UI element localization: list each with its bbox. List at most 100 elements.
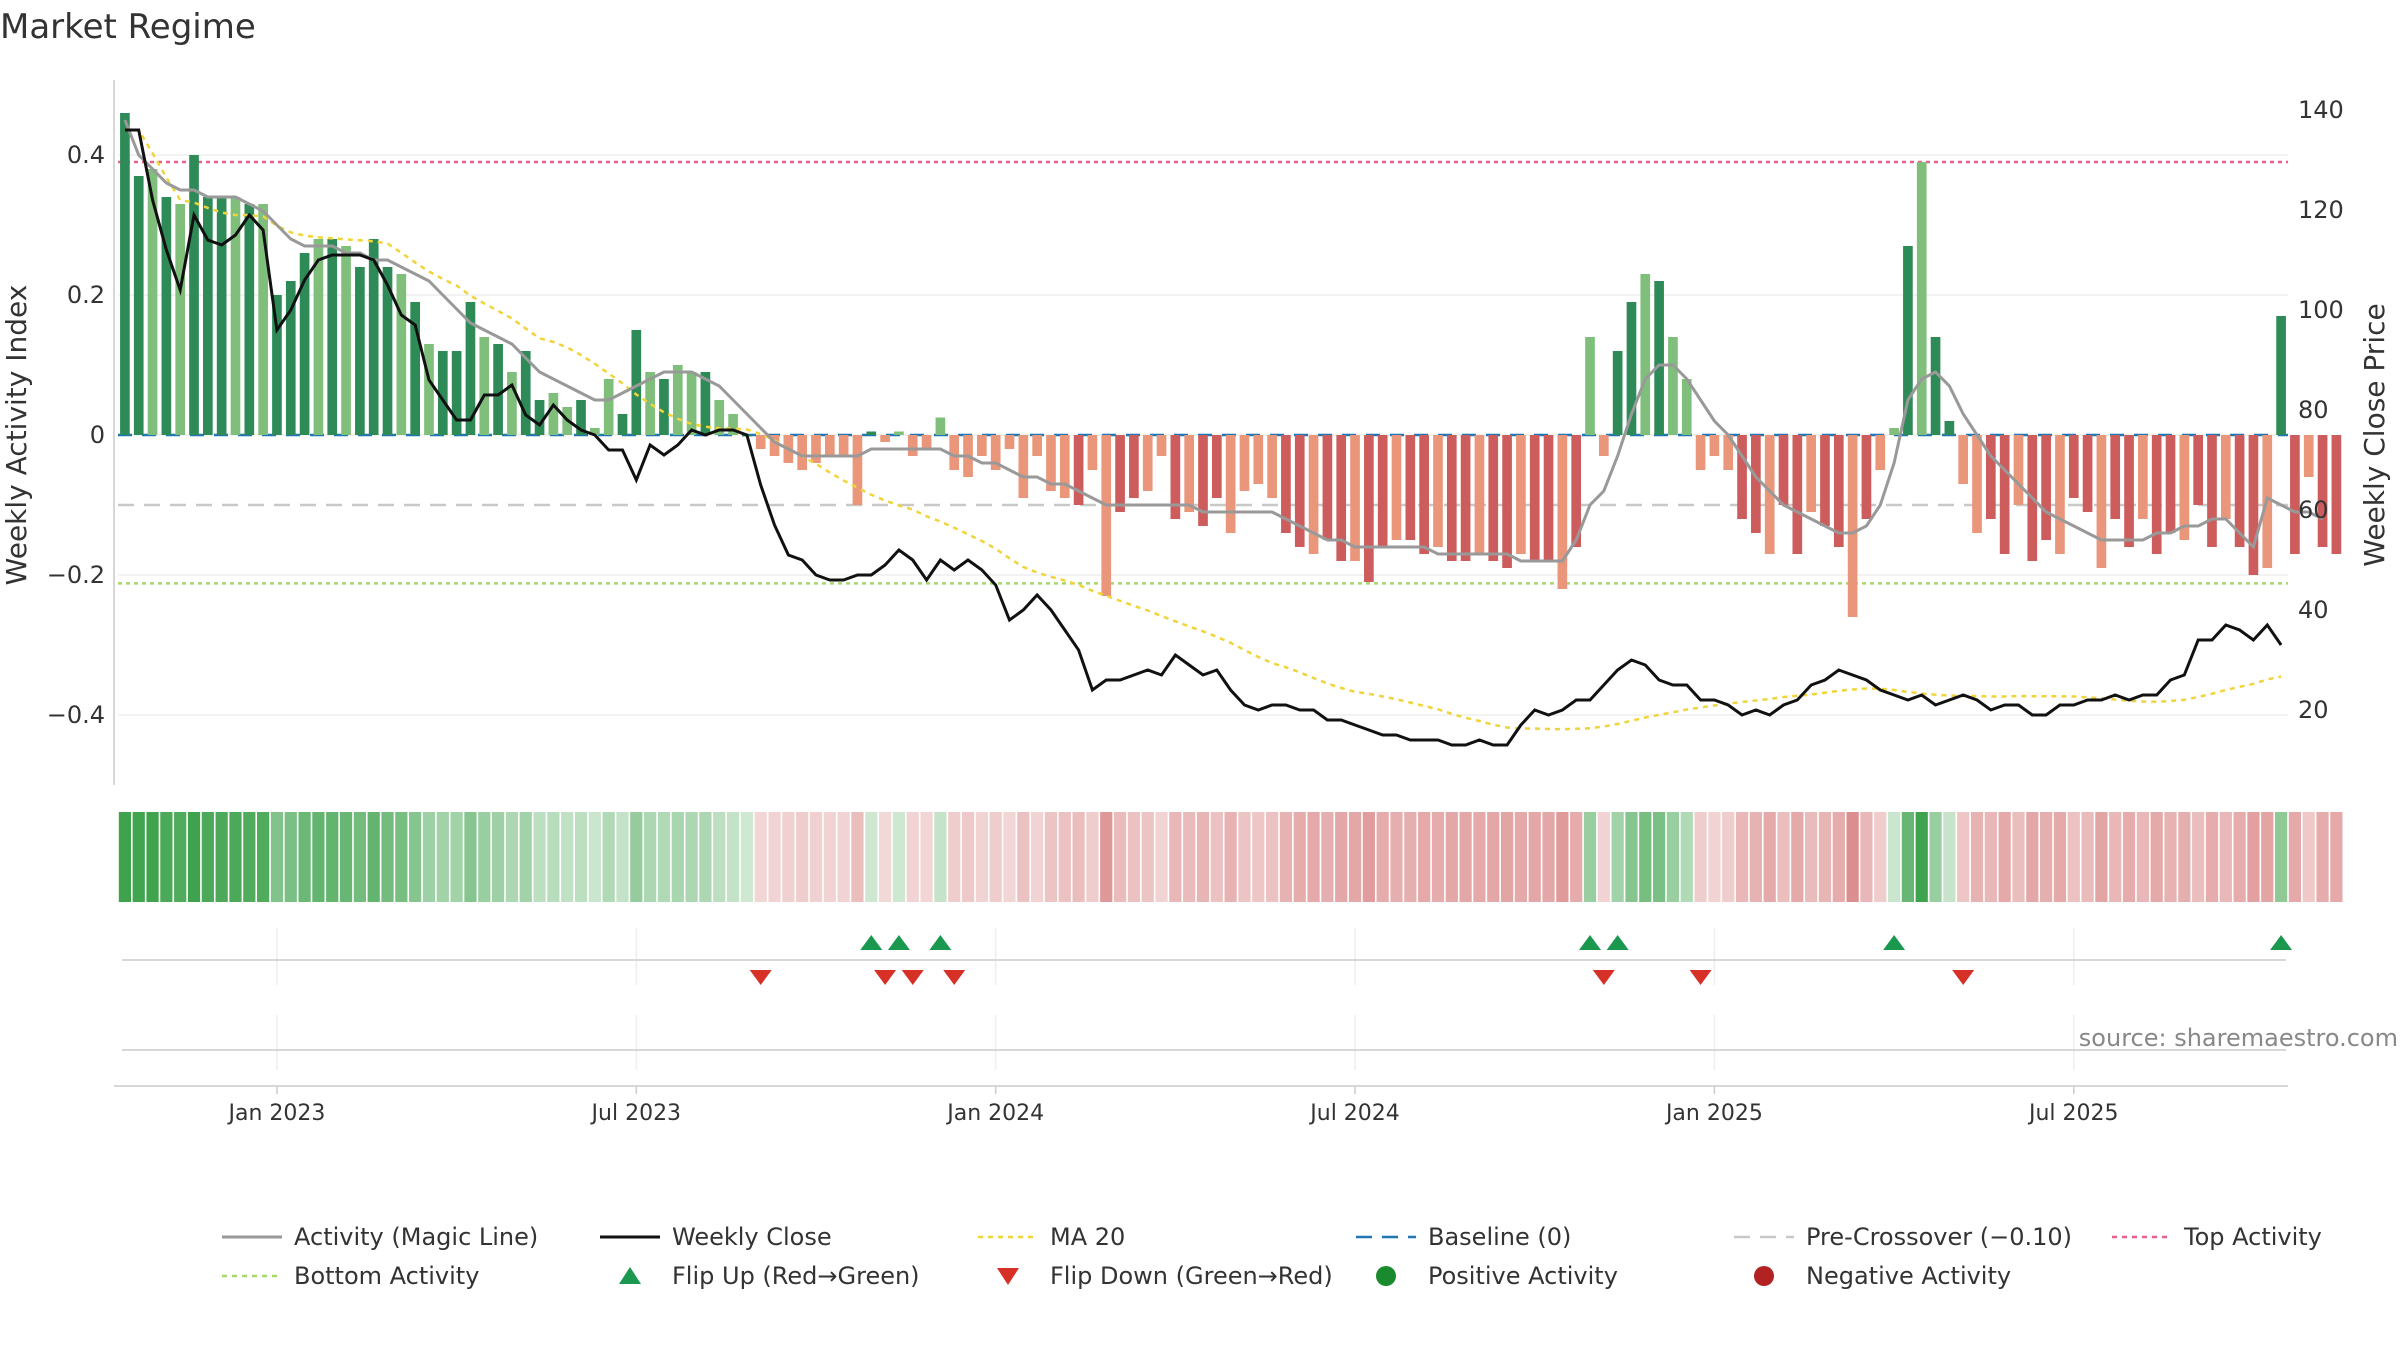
activity-bar (1073, 435, 1084, 505)
regime-cell (1031, 812, 1044, 902)
activity-bar (2068, 435, 2079, 498)
activity-bar (1847, 435, 1858, 617)
regime-cell (1666, 812, 1680, 902)
activity-bar (1170, 435, 1181, 519)
activity-bar (1681, 379, 1692, 435)
regime-cell (339, 812, 353, 902)
legend-item-top-activity: Top Activity (2112, 1223, 2322, 1251)
activity-bar (1405, 435, 1416, 540)
regime-cell (1722, 812, 1735, 902)
activity-bar (368, 239, 379, 435)
activity-bar (1737, 435, 1747, 519)
ytick-right-label: 60 (2298, 496, 2329, 524)
regime-cell (1708, 812, 1721, 902)
regime-cell (312, 812, 325, 902)
regime-cell (381, 812, 394, 902)
regime-cell (132, 812, 145, 902)
legend-item-close: Weekly Close (600, 1223, 832, 1251)
regime-cell (809, 812, 823, 902)
legend-label: Baseline (0) (1428, 1223, 1571, 1251)
regime-cell (630, 812, 643, 902)
flip-down-marker (943, 970, 966, 985)
activity-bar (1695, 435, 1706, 470)
activity-bar (382, 267, 393, 435)
regime-cell (2233, 812, 2246, 902)
flip-down-marker (874, 970, 897, 985)
regime-cell (422, 812, 436, 902)
regime-cell (685, 812, 698, 902)
activity-bar (2138, 435, 2148, 519)
activity-bar (1999, 435, 2010, 554)
activity-bar (479, 337, 490, 435)
regime-cell (1113, 812, 1127, 902)
regime-cell (1431, 812, 1445, 902)
regime-cell (726, 812, 740, 902)
activity-bar (1198, 435, 1208, 526)
activity-bar (1308, 435, 1319, 554)
activity-bar (1419, 435, 1429, 554)
regime-cell (1943, 812, 1956, 902)
activity-bar (1944, 421, 1955, 435)
activity-bar (1156, 435, 1167, 456)
regime-cell (1155, 812, 1168, 902)
activity-bar (1958, 435, 1969, 484)
regime-cell (1196, 812, 1210, 902)
activity-bar (2331, 435, 2342, 554)
activity-bar (424, 344, 434, 435)
regime-cell (782, 812, 795, 902)
regime-cell (395, 812, 408, 902)
activity-bar (2096, 435, 2107, 568)
flip-up-marker (1606, 935, 1629, 950)
activity-bar (2193, 435, 2203, 505)
regime-cell (961, 812, 975, 902)
flip-down-marker (1592, 970, 1615, 985)
activity-bar (2041, 435, 2051, 540)
legend-swatch (997, 1268, 1019, 1285)
regime-cell (270, 812, 284, 902)
activity-bar (2290, 435, 2300, 554)
flip-markers (122, 935, 2293, 1051)
activity-bar (1225, 435, 1236, 533)
regime-cell (1487, 812, 1500, 902)
activity-bar (1018, 435, 1029, 498)
regime-cell (1445, 812, 1458, 902)
regime-cell (1390, 812, 1403, 902)
activity-bar (534, 400, 545, 435)
regime-cell (865, 812, 878, 902)
x-tick-label: Jul 2023 (590, 1101, 682, 1126)
regime-cell (1224, 812, 1237, 902)
ytick-right-label: 20 (2298, 696, 2329, 724)
activity-bar (1985, 435, 1996, 519)
ytick-right-label: 40 (2298, 596, 2329, 624)
regime-cell (920, 812, 933, 902)
activity-bar (272, 295, 282, 435)
activity-bar (1820, 435, 1830, 526)
regime-cell (1252, 812, 1265, 902)
regime-cell (1141, 812, 1154, 902)
regime-cell (505, 812, 519, 902)
activity-bar (1377, 435, 1388, 547)
activity-bar (1460, 435, 1471, 561)
flip-up-marker (860, 935, 883, 950)
activity-bar (576, 400, 586, 435)
ylabel-right: Weekly Close Price (2358, 303, 2391, 566)
regime-cell (1639, 812, 1652, 902)
legend-label: Bottom Activity (294, 1262, 479, 1290)
regime-cell (574, 812, 588, 902)
activity-bar (1267, 435, 1277, 498)
activity-bar (410, 302, 421, 435)
activity-bar (1640, 274, 1651, 435)
regime-cell (1404, 812, 1417, 902)
activity-bar (1723, 435, 1734, 470)
activity-bar (617, 414, 628, 435)
regime-cell (2164, 812, 2177, 902)
activity-bar (520, 351, 531, 435)
activity-bar (2317, 435, 2328, 547)
legend-item-flip-up: Flip Up (Red→Green) (619, 1262, 920, 1290)
activity-bar (1916, 162, 1927, 435)
flip-down-marker (749, 970, 772, 985)
regime-cell (436, 812, 449, 902)
regime-cell (1528, 812, 1541, 902)
source-note: source: sharemaestro.com (2079, 1024, 2398, 1052)
activity-bar (1129, 435, 1139, 498)
